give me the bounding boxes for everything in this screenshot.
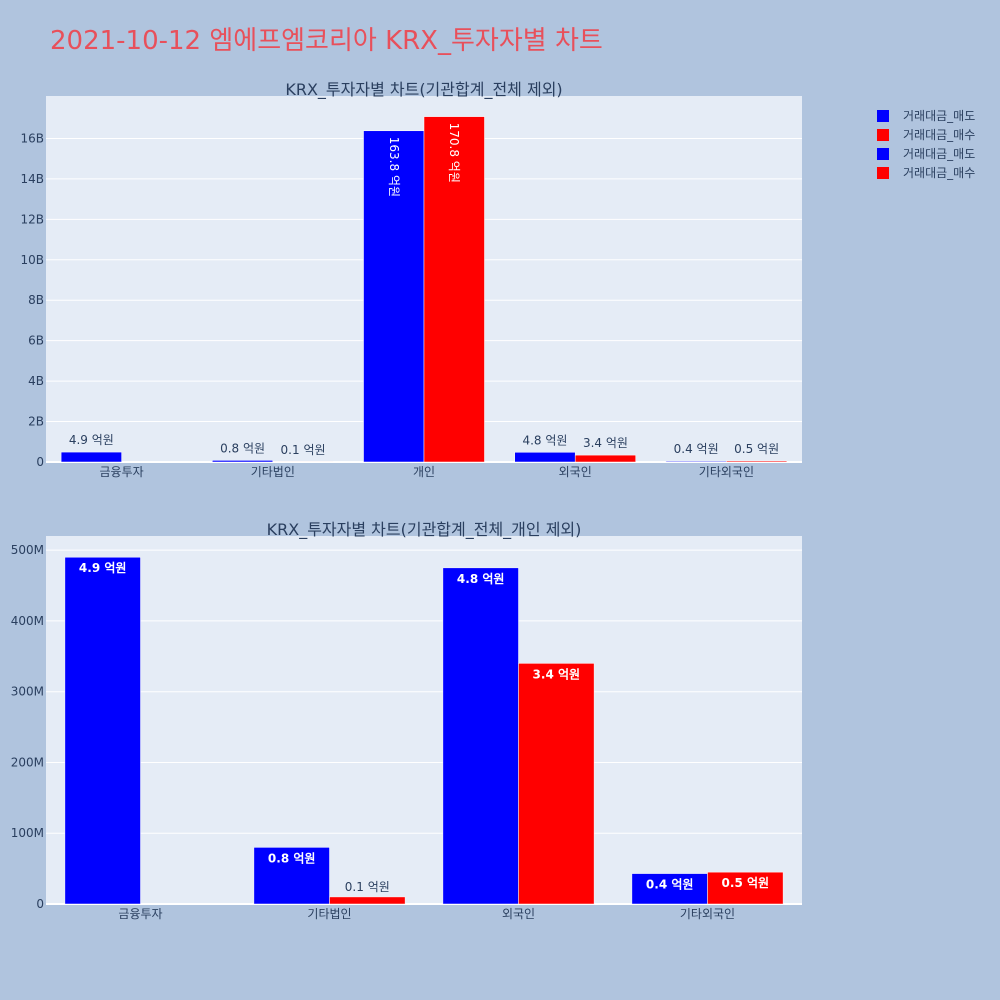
x-tick-label: 외국인 — [559, 465, 592, 479]
bar[interactable] — [423, 116, 485, 463]
plot-area — [46, 536, 802, 904]
legend-swatch[interactable] — [877, 110, 889, 122]
x-tick-label: 기타외국인 — [680, 907, 735, 921]
y-tick-label: 4B — [28, 374, 44, 388]
legend-label[interactable]: 거래대금_매수 — [903, 128, 975, 142]
bar[interactable] — [518, 663, 595, 905]
bar[interactable] — [514, 452, 576, 463]
data-label: 4.8 억원 — [457, 572, 505, 586]
y-tick-label: 2B — [28, 415, 44, 429]
data-label: 0.8 억원 — [268, 851, 316, 865]
y-tick-label: 0 — [36, 455, 44, 469]
bar[interactable] — [726, 460, 788, 463]
legend-swatch[interactable] — [877, 148, 889, 160]
y-tick-label: 500M — [11, 543, 44, 557]
data-label: 0.4 억원 — [646, 878, 694, 892]
bar[interactable] — [442, 567, 519, 905]
data-label: 0.5 억원 — [722, 876, 770, 890]
y-tick-label: 8B — [28, 293, 44, 307]
legend-label[interactable]: 거래대금_매수 — [903, 166, 975, 180]
chart-title: 2021-10-12 엠에프엠코리아 KRX_투자자별 차트 — [50, 26, 603, 56]
data-label: 4.8 억원 — [522, 433, 567, 447]
x-tick-label: 기타법인 — [251, 465, 295, 479]
x-tick-label: 금융투자 — [100, 465, 144, 479]
x-tick-label: 개인 — [413, 465, 435, 479]
data-label: 4.9 억원 — [79, 561, 127, 575]
data-label: 0.1 억원 — [345, 880, 390, 894]
y-tick-label: 16B — [20, 131, 44, 145]
data-label: 0.1 억원 — [281, 443, 326, 457]
bar[interactable] — [253, 847, 330, 905]
legend-swatch[interactable] — [877, 129, 889, 141]
bar[interactable] — [60, 451, 122, 463]
legend-swatch[interactable] — [877, 167, 889, 179]
legend-label[interactable]: 거래대금_매도 — [903, 109, 975, 123]
data-label: 4.9 억원 — [69, 433, 114, 447]
bar[interactable] — [665, 460, 727, 463]
bar[interactable] — [329, 896, 406, 905]
data-label: 3.4 억원 — [533, 667, 581, 681]
data-label: 0.4 억원 — [674, 442, 719, 456]
bar[interactable] — [707, 871, 784, 905]
x-tick-label: 기타외국인 — [699, 465, 754, 479]
x-tick-label: 외국인 — [502, 907, 535, 921]
x-tick-label: 금융투자 — [118, 907, 162, 921]
data-label: 163.8 억원 — [387, 137, 401, 197]
legend-label[interactable]: 거래대금_매도 — [903, 147, 975, 161]
data-label: 0.8 억원 — [220, 441, 265, 455]
y-tick-label: 400M — [11, 614, 44, 628]
subplot-title: KRX_투자자별 차트(기관합계_전체 제외) — [285, 80, 562, 100]
data-label: 0.5 억원 — [734, 442, 779, 456]
bar[interactable] — [363, 130, 425, 463]
y-tick-label: 200M — [11, 755, 44, 769]
bar[interactable] — [64, 556, 141, 905]
y-tick-label: 12B — [20, 212, 44, 226]
bar[interactable] — [631, 873, 708, 905]
data-label: 3.4 억원 — [583, 436, 628, 450]
chart-top: KRX_투자자별 차트(기관합계_전체 제외) 0 2B 4B 6B 8B 10B 12B 14… — [20, 80, 802, 479]
chart-bottom: KRX_투자자별 차트(기관합계_전체_개인 제외) 0 100M 200M 300M 4… — [11, 520, 802, 921]
y-tick-label: 0 — [36, 897, 44, 911]
y-tick-label: 6B — [28, 334, 44, 348]
x-tick-label: 기타법인 — [307, 907, 351, 921]
bar[interactable] — [212, 460, 274, 463]
y-tick-label: 100M — [11, 826, 44, 840]
bar[interactable] — [574, 454, 636, 463]
y-tick-label: 10B — [20, 253, 44, 267]
data-label: 170.8 억원 — [447, 123, 461, 183]
y-tick-label: 14B — [20, 172, 44, 186]
subplot-title: KRX_투자자별 차트(기관합계_전체_개인 제외) — [267, 520, 582, 540]
y-tick-label: 300M — [11, 685, 44, 699]
